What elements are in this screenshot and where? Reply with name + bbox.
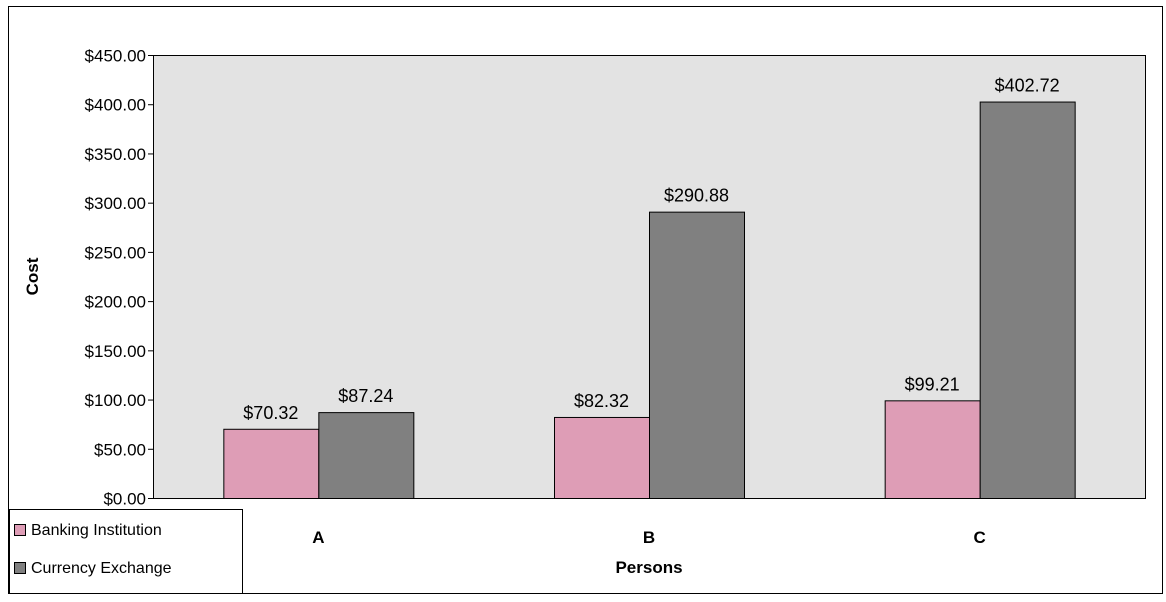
y-tick-label: $250.00 [85,243,146,262]
bar-currency-exchange-b [649,211,745,499]
legend: Banking Institution Currency Exchange [9,509,243,594]
data-label: $87.24 [338,386,393,406]
data-label: $70.32 [243,403,298,423]
y-tick-label: $50.00 [94,440,146,459]
bar-currency-exchange-a [318,412,415,499]
x-tick-label: B [643,528,655,547]
bar-banking-institution-b [554,416,650,500]
y-tick-label: $100.00 [85,391,146,410]
x-tick-label: A [312,528,324,547]
legend-swatch [14,524,26,536]
data-label: $402.72 [995,76,1060,96]
y-tick-label: $400.00 [85,96,146,115]
data-label: $290.88 [664,186,729,206]
bar-banking-institution-c [884,400,981,499]
y-tick-label: $300.00 [85,194,146,213]
x-axis: A B C [153,498,1145,547]
data-label: $82.32 [574,391,629,411]
y-tick-label: $0.00 [103,490,146,509]
legend-box [9,509,243,594]
bar-banking-institution-a [223,428,320,499]
y-tick-label: $450.00 [85,47,146,66]
y-tick-label: $350.00 [85,145,146,164]
legend-swatch [14,562,26,574]
bar-currency-exchange-c [979,101,1076,500]
data-label: $99.21 [905,374,960,394]
legend-label: Currency Exchange [31,560,172,577]
y-tick-label: $200.00 [85,293,146,312]
legend-label: Banking Institution [31,522,162,539]
y-axis: $0.00 $50.00 $100.00 $150.00 $200.00 $250.00 $… [85,47,154,509]
data-labels: $70.32 $87.24 $82.32 $290.88 $99.21 $402.72 [243,76,1059,423]
bars [223,101,1076,500]
y-axis-title: Cost [23,257,42,295]
y-tick-label: $150.00 [85,342,146,361]
x-tick-label: C [974,528,986,547]
x-axis-title: Persons [615,558,682,577]
